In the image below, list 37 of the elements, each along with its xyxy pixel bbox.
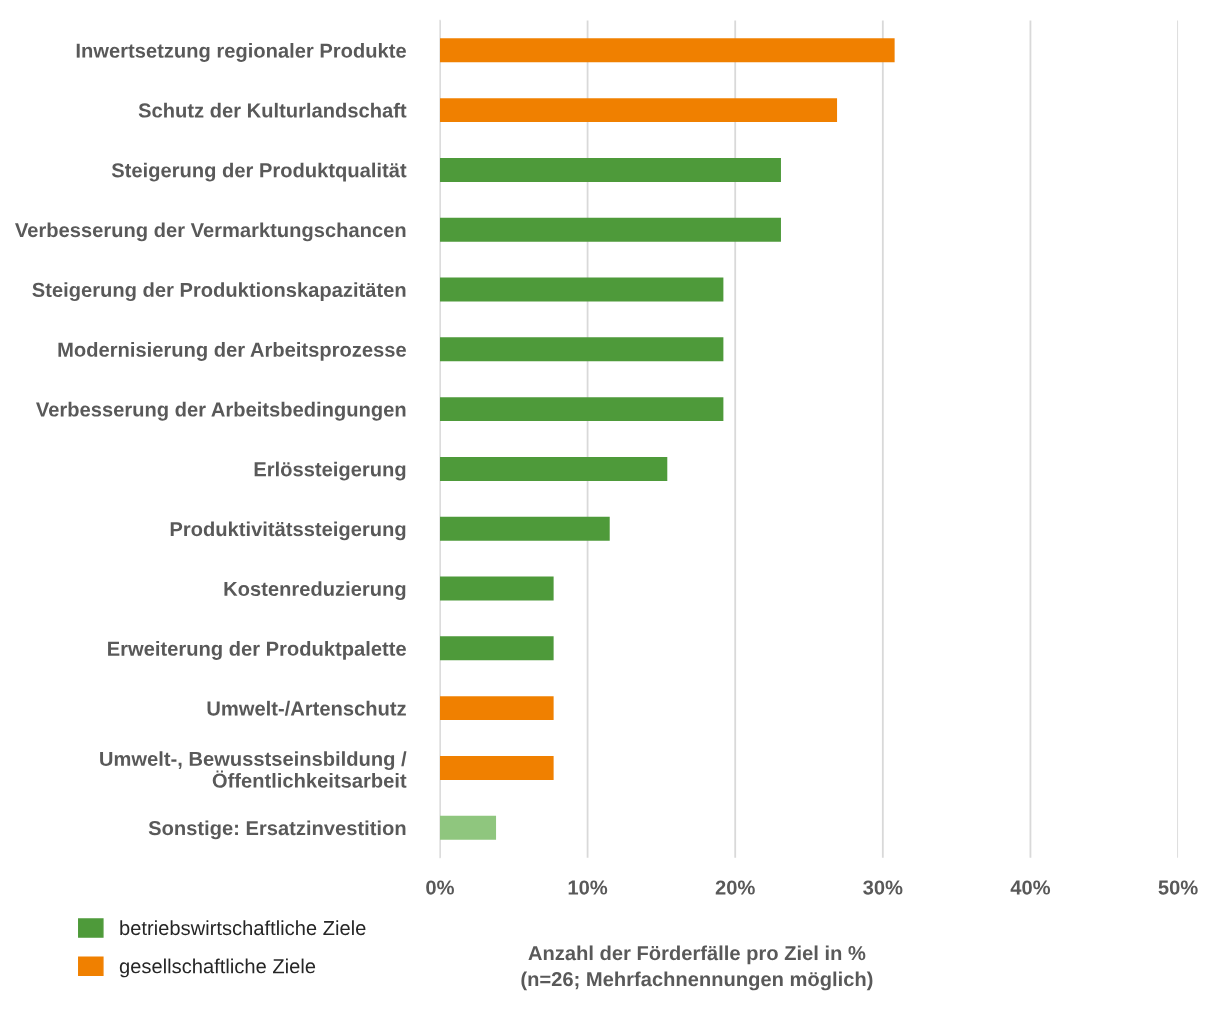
bar <box>439 456 668 481</box>
y-tick-label: Produktivitätssteigerung <box>170 521 406 541</box>
bar <box>439 38 895 63</box>
bar <box>439 98 838 123</box>
y-tick-label: Steigerung der Produktqualität <box>111 162 407 182</box>
y-tick-label: Erlössteigerung <box>254 461 406 481</box>
y-tick-label: Umwelt-/Artenschutz <box>207 700 406 716</box>
bar <box>439 696 554 721</box>
bar <box>439 397 724 422</box>
legend-label: betriebswirtschaftliche Ziele <box>120 920 366 936</box>
x-tick-label: 40% <box>1010 880 1051 895</box>
bar <box>439 337 724 362</box>
x-tick-label: 0% <box>426 880 454 895</box>
bar <box>439 516 610 541</box>
bar <box>439 815 497 840</box>
bar <box>439 576 554 601</box>
x-tick-label: 10% <box>568 880 608 895</box>
bar <box>439 157 781 182</box>
x-axis-title: Anzahl der Förderfälle pro Ziel in % (n=26; Mehrfachnennungen möglich) <box>521 945 873 991</box>
y-tick-label: Erweiterung der Produktpalette <box>108 641 406 660</box>
bar <box>439 636 554 661</box>
y-tick-label: Sonstige: Ersatzinvestition <box>148 820 406 840</box>
y-tick-label: Modernisierung der Arbeitsprozesse <box>58 342 406 361</box>
bar <box>439 217 781 242</box>
x-tick-label: 50% <box>1158 880 1198 895</box>
x-tick-label: 20% <box>715 880 755 895</box>
bar <box>439 277 724 302</box>
y-tick-label: Verbesserung der Vermarktungschancen <box>15 222 406 242</box>
y-tick-label: Verbesserung der Arbeitsbedingungen <box>36 401 406 421</box>
legend-label: gesellschaftliche Ziele <box>119 958 316 978</box>
y-tick-label: Steigerung der Produktionskapazitäten <box>32 282 406 302</box>
y-tick-label: Inwertsetzung regionaler Produkte <box>76 43 406 62</box>
y-tick-label: Kostenreduzierung <box>224 581 406 601</box>
y-tick-label: Schutz der Kulturlandschaft <box>138 102 407 118</box>
y-tick-label: Umwelt-, Bewusstseinsbildung / Öffentlichkeitsarbeit <box>100 751 407 788</box>
x-tick-label: 30% <box>863 880 903 895</box>
bar <box>439 755 554 780</box>
